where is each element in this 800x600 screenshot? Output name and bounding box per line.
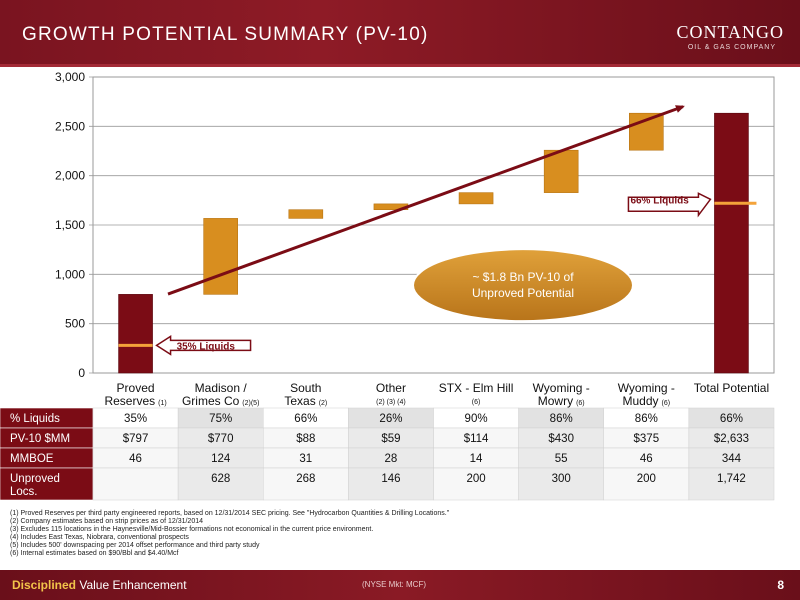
total-liquids-label: 66% Liquids xyxy=(630,195,689,206)
slide-title: GROWTH POTENTIAL SUMMARY (PV-10) xyxy=(22,24,429,45)
x-tick-label: Wyoming - xyxy=(618,381,675,395)
x-tick-label: Reserves (1) xyxy=(104,394,166,408)
table-cell-value: 200 xyxy=(466,473,485,485)
footnote: (6) Internal estimates based on $90/Bbl … xyxy=(10,550,179,558)
header-divider xyxy=(0,64,800,67)
pv10-oval-line1: ~ $1.8 Bn PV-10 of xyxy=(472,270,574,284)
logo-name: CONTANGO xyxy=(676,22,784,42)
x-tick-label: Mowry (6) xyxy=(538,394,585,408)
table-cell-value: $375 xyxy=(634,433,660,445)
table-cell-value: 46 xyxy=(129,453,142,465)
table-cell-value: 14 xyxy=(470,453,483,465)
slide-footer: Disciplined Value Enhancement (NYSE Mkt:… xyxy=(0,570,800,600)
table-cell-value: 46 xyxy=(640,453,653,465)
table-cell-value: 66% xyxy=(720,413,743,425)
table-cell xyxy=(603,467,690,501)
x-tick-label: Proved xyxy=(117,381,155,395)
table-cell-value: $114 xyxy=(464,433,489,445)
table-cell-value: $2,633 xyxy=(714,433,749,445)
y-tick-label: 2,500 xyxy=(55,119,85,133)
growth-arrow xyxy=(167,105,685,296)
footer-tagline-rest: Value Enhancement xyxy=(76,578,187,592)
pv10-oval xyxy=(412,248,634,323)
table-row-label: % Liquids xyxy=(10,413,60,425)
company-logo: CONTANGO OIL & GAS COMPANY xyxy=(634,22,784,58)
y-tick-label: 500 xyxy=(65,317,85,331)
footnote: (3) Excludes 115 locations in the Haynes… xyxy=(10,526,374,534)
bar xyxy=(714,112,749,374)
table-cell-value: 268 xyxy=(296,473,315,485)
slide-header: GROWTH POTENTIAL SUMMARY (PV-10) CONTANG… xyxy=(0,0,800,64)
table-cell-value: 300 xyxy=(552,473,571,485)
x-tick-label: Grimes Co (2)(5) xyxy=(182,394,259,408)
y-tick-label: 3,000 xyxy=(55,70,85,84)
table-cell-value: 35% xyxy=(124,413,147,425)
proved-liquids-callout xyxy=(155,334,252,356)
table-cell-value: 1,742 xyxy=(717,473,746,485)
table-cell xyxy=(92,467,179,501)
x-tick-label: Total Potential xyxy=(694,381,769,395)
y-tick-label: 1,500 xyxy=(55,218,85,232)
bar xyxy=(288,209,324,219)
table-row-label: Locs. xyxy=(10,486,38,498)
x-tick-label: Wyoming - xyxy=(533,381,590,395)
table-cell-value: 628 xyxy=(211,473,230,485)
logo-subtitle: OIL & GAS COMPANY xyxy=(687,44,776,51)
table-cell-value: $430 xyxy=(548,433,574,445)
footer-tagline: Disciplined Value Enhancement xyxy=(12,578,187,592)
pv10-oval-line2: Unproved Potential xyxy=(472,286,574,300)
table-cell-value: 66% xyxy=(294,413,317,425)
table-cell-value: 124 xyxy=(211,453,231,465)
x-tick-label: Texas (2) xyxy=(284,394,327,408)
total-liquids-callout xyxy=(627,192,712,218)
table-cell-value: 146 xyxy=(381,473,400,485)
table-cell-value: 26% xyxy=(379,413,402,425)
table-cell-value: 86% xyxy=(635,413,658,425)
table-cell-value: $88 xyxy=(296,433,315,445)
footnote: (5) Includes 500' downspacing per 2014 o… xyxy=(10,542,260,550)
footnote: (4) Includes East Texas, Niobrara, conve… xyxy=(10,534,189,542)
table-cell-value: 344 xyxy=(722,453,742,465)
table-cell-value: $797 xyxy=(123,433,149,445)
footnote: (1) Proved Reserves per third party engi… xyxy=(10,510,450,517)
waterfall-chart: 0 500 1,000 1,500 2,000 2,500 3,000 ProvedReser… xyxy=(0,70,775,501)
table-cell-value: 86% xyxy=(550,413,573,425)
page-number: 8 xyxy=(777,578,784,592)
table-row-label: MMBOE xyxy=(10,453,54,465)
x-tick-label: Muddy (6) xyxy=(623,394,671,408)
x-tick-label: South xyxy=(290,381,321,395)
table-cell-value: 55 xyxy=(555,453,568,465)
footnotes: (1) Proved Reserves per third party engi… xyxy=(10,510,449,559)
x-tick-label: Madison / xyxy=(195,381,248,395)
table-cell-value: $59 xyxy=(381,433,400,445)
bar xyxy=(203,218,238,295)
table-cell xyxy=(688,467,775,501)
y-tick-label: 1,000 xyxy=(55,267,85,281)
table-cell-value: 90% xyxy=(465,413,488,425)
y-tick-label: 0 xyxy=(78,366,85,380)
bar xyxy=(118,294,153,374)
table-cell-value: 200 xyxy=(637,473,656,485)
footer-ticker: (NYSE Mkt: MCF) xyxy=(362,580,426,589)
y-tick-label: 2,000 xyxy=(55,169,85,183)
x-tick-label: Other (2) (3) (4) xyxy=(376,381,406,406)
table-row-label: PV-10 $MM xyxy=(10,433,70,445)
table-cell xyxy=(177,467,264,501)
table-cell xyxy=(433,467,519,501)
footer-tagline-bold: Disciplined xyxy=(12,578,77,592)
table-cell xyxy=(348,467,434,501)
table-cell xyxy=(263,467,349,501)
footnote: (2) Company estimates based on strip pri… xyxy=(10,518,203,526)
table-row-label: Unproved xyxy=(10,473,60,485)
bar xyxy=(458,192,494,205)
table-cell-value: 28 xyxy=(385,453,398,465)
x-tick-label: STX - Elm Hill (6) xyxy=(439,381,514,406)
table-cell-value: $770 xyxy=(208,433,234,445)
table-cell-value: 31 xyxy=(299,453,312,465)
proved-liquids-label: 35% Liquids xyxy=(177,341,236,352)
table-cell-value: 75% xyxy=(209,413,232,425)
table-cell xyxy=(518,467,604,501)
